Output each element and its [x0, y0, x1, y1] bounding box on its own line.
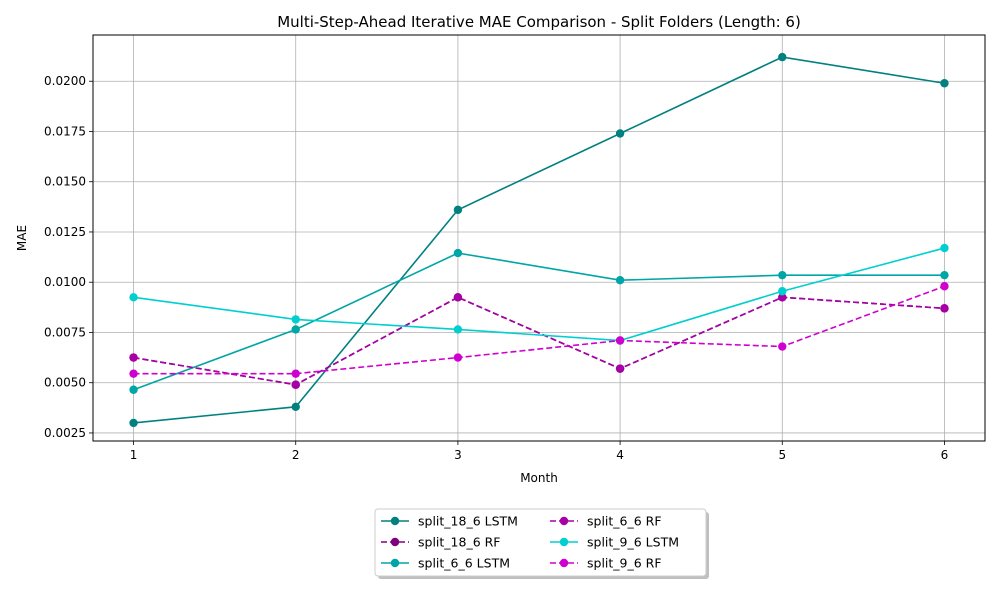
y-tick-label: 0.0150	[44, 175, 86, 189]
y-tick-label: 0.0175	[44, 124, 86, 138]
data-point-split-18-6-lstm	[615, 129, 625, 138]
series-line-split-6-6-lstm	[133, 252, 945, 391]
legend-label: split_18_6 RF	[418, 535, 501, 550]
series-layer	[129, 52, 949, 428]
y-tick-label: 0.0125	[44, 225, 86, 239]
plot-frame	[92, 34, 986, 442]
data-point-split-18-6-lstm	[129, 418, 138, 428]
series-split-9-6-rf	[129, 282, 949, 378]
legend-items: split_18_6 LSTM split_18_6 RF split_6_6 LS…	[381, 514, 679, 571]
y-tick-label: 0.0025	[44, 426, 86, 440]
data-point-split-9-6-lstm	[453, 325, 463, 334]
data-point-split-6-6-lstm	[129, 385, 138, 394]
data-point-split-6-6-rf	[940, 304, 949, 313]
legend-marker	[390, 537, 400, 547]
data-point-split-6-6-rf	[615, 364, 625, 373]
y-tick-label: 0.0075	[44, 325, 86, 339]
legend-marker	[390, 558, 400, 568]
chart-title: Multi-Step-Ahead Iterative MAE Compariso…	[277, 13, 801, 31]
y-axis-label: MAE	[15, 225, 29, 251]
data-point-split-9-6-lstm	[778, 287, 787, 296]
series-line-split-9-6-rf	[133, 285, 945, 375]
legend-label: split_9_6 LSTM	[587, 535, 679, 550]
data-point-split-18-6-lstm	[778, 52, 787, 62]
legend-entry-split-9-6-lstm: split_9_6 LSTM	[550, 535, 679, 550]
series-split-18-6-lstm	[129, 52, 949, 428]
series-line-split-6-6-rf	[133, 296, 945, 386]
legend-marker	[559, 537, 569, 547]
legend-label: split_18_6 LSTM	[418, 514, 518, 529]
y-tick-label: 0.0200	[44, 74, 86, 88]
data-point-split-6-6-lstm	[778, 270, 787, 280]
legend-label: split_6_6 RF	[587, 514, 662, 529]
legend-entry-split-6-6-rf: split_6_6 RF	[550, 514, 662, 529]
data-point-split-9-6-rf	[778, 342, 787, 351]
x-axis-label: Month	[520, 471, 558, 485]
series-split-6-6-rf	[129, 293, 949, 389]
x-tick-label: 3	[454, 448, 462, 462]
legend-marker	[559, 558, 569, 568]
data-point-split-9-6-rf	[129, 369, 138, 378]
data-point-split-6-6-rf	[453, 293, 463, 302]
y-tick-label: 0.0100	[44, 275, 86, 289]
data-point-split-9-6-lstm	[291, 315, 300, 324]
y-axis-ticks: 0.0025 0.0050 0.0075 0.0100 0.0125 0.0150 0.01…	[44, 74, 93, 440]
data-point-split-6-6-rf	[778, 293, 787, 302]
x-tick-label: 5	[778, 448, 786, 462]
data-point-split-6-6-lstm	[940, 270, 949, 280]
legend-label: split_9_6 RF	[587, 556, 662, 571]
legend-entry-split-18-6-rf: split_18_6 RF	[381, 535, 501, 550]
legend: split_18_6 LSTM split_18_6 RF split_6_6 LS…	[374, 508, 709, 579]
data-point-split-9-6-lstm	[129, 293, 138, 302]
x-tick-label: 6	[941, 448, 949, 462]
data-point-split-9-6-rf	[940, 282, 949, 291]
data-point-split-18-6-lstm	[453, 205, 463, 215]
legend-entry-split-18-6-lstm: split_18_6 LSTM	[381, 514, 518, 529]
legend-label: split_6_6 LSTM	[418, 556, 510, 571]
data-point-split-6-6-lstm	[453, 248, 463, 258]
data-point-split-9-6-rf	[291, 369, 300, 378]
data-point-split-9-6-lstm	[940, 243, 949, 253]
legend-entry-split-9-6-rf: split_9_6 RF	[550, 556, 662, 571]
data-point-split-9-6-rf	[453, 353, 463, 362]
legend-marker	[559, 516, 569, 526]
x-axis-ticks: 1 2 3 4 5 6	[130, 441, 949, 462]
x-tick-label: 4	[616, 448, 624, 462]
y-tick-label: 0.0050	[44, 376, 86, 390]
x-tick-label: 2	[292, 448, 300, 462]
series-line-split-9-6-lstm	[133, 247, 945, 342]
data-point-split-6-6-rf	[291, 380, 300, 389]
legend-marker	[390, 516, 400, 526]
legend-box	[374, 508, 707, 577]
data-point-split-6-6-lstm	[615, 276, 625, 285]
series-split-6-6-lstm	[129, 248, 949, 394]
data-point-split-18-6-lstm	[291, 402, 300, 412]
data-point-split-6-6-lstm	[291, 325, 300, 334]
x-tick-label: 1	[130, 448, 138, 462]
data-point-split-18-6-lstm	[940, 79, 949, 88]
data-point-split-6-6-rf	[129, 353, 138, 362]
legend-entry-split-6-6-lstm: split_6_6 LSTM	[381, 556, 510, 571]
grid-lines	[93, 35, 985, 441]
data-point-split-9-6-rf	[615, 336, 625, 345]
series-line-split-18-6-lstm	[133, 56, 945, 424]
